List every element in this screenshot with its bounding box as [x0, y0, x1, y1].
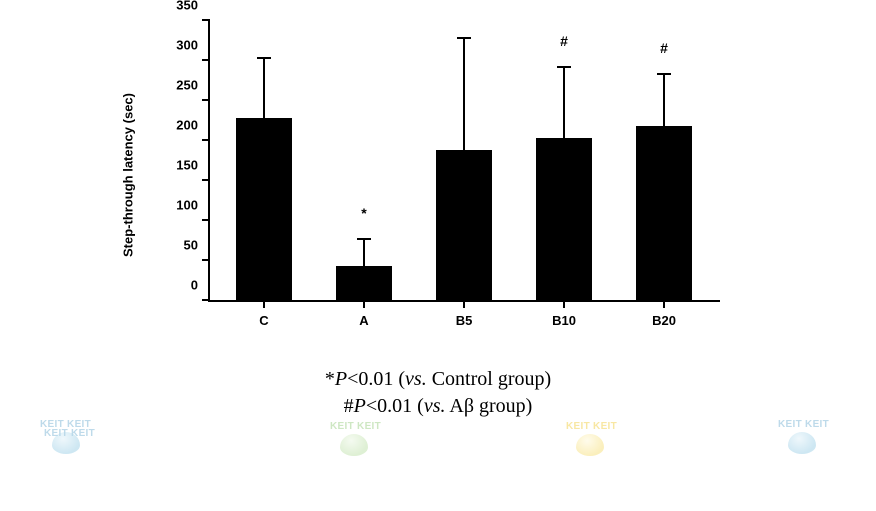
y-axis-label: Step-through latency (sec) — [121, 93, 136, 257]
caption-stat: P — [335, 368, 347, 390]
y-tick — [202, 179, 210, 181]
watermark-text: KEIT KEIT — [566, 421, 617, 432]
captions: *P<0.01 (vs. Control group) #P<0.01 (vs.… — [0, 368, 876, 418]
x-tick — [463, 300, 465, 308]
x-tick-label: B10 — [552, 313, 576, 328]
error-cap — [257, 57, 271, 59]
y-tick-label: 150 — [162, 158, 198, 173]
y-tick-label: 350 — [162, 0, 198, 13]
error-cap — [457, 37, 471, 39]
watermark-text: KEIT KEIT — [40, 419, 91, 430]
x-tick — [263, 300, 265, 308]
error-bar — [563, 67, 565, 137]
watermark-dot — [340, 434, 368, 456]
significance-marker: # — [560, 33, 568, 49]
error-cap — [357, 238, 371, 240]
watermark-text: KEIT KEIT — [330, 421, 381, 432]
x-tick — [563, 300, 565, 308]
y-tick — [202, 219, 210, 221]
x-tick-label: A — [359, 313, 368, 328]
caption-prefix: * — [325, 368, 335, 390]
watermark-row: KEIT KEIT KEIT KEIT KEIT KEIT KEIT KEIT … — [0, 416, 876, 446]
watermark-dot — [576, 434, 604, 456]
plot-area: 050100150200250300350C*AB5#B10#B20 — [208, 20, 720, 302]
caption-suffix: Aβ group) — [446, 395, 533, 417]
bar — [636, 126, 692, 300]
y-tick-label: 0 — [162, 278, 198, 293]
y-tick-label: 200 — [162, 118, 198, 133]
significance-marker: # — [660, 40, 668, 56]
bar — [436, 150, 492, 300]
error-bar — [463, 38, 465, 150]
watermark-text: KEIT KEIT — [778, 419, 829, 430]
bar — [236, 118, 292, 300]
bar — [536, 138, 592, 300]
caption-line-2: #P<0.01 (vs. Aβ group) — [0, 395, 876, 418]
caption-line-1: *P<0.01 (vs. Control group) — [0, 368, 876, 391]
y-tick — [202, 259, 210, 261]
watermark-dot — [52, 432, 80, 454]
error-bar — [263, 58, 265, 117]
caption-prefix: # — [344, 395, 354, 417]
x-tick — [663, 300, 665, 308]
caption-suffix: Control group) — [427, 368, 551, 390]
watermark-dot — [788, 432, 816, 454]
y-tick — [202, 59, 210, 61]
y-tick-label: 250 — [162, 78, 198, 93]
error-bar — [663, 74, 665, 126]
caption-cmp: <0.01 ( — [366, 395, 424, 417]
bar — [336, 266, 392, 300]
error-bar — [363, 239, 365, 266]
error-cap — [657, 73, 671, 75]
caption-cmp: <0.01 ( — [347, 368, 405, 390]
y-tick-label: 100 — [162, 198, 198, 213]
chart-container: Step-through latency (sec) 0501001502002… — [138, 10, 738, 340]
caption-vs: vs. — [424, 395, 446, 417]
caption-vs: vs. — [405, 368, 427, 390]
y-tick-label: 50 — [162, 238, 198, 253]
x-tick-label: B20 — [652, 313, 676, 328]
significance-marker: * — [361, 205, 366, 221]
x-tick-label: B5 — [456, 313, 473, 328]
y-tick — [202, 139, 210, 141]
y-tick — [202, 99, 210, 101]
y-tick — [202, 299, 210, 301]
x-tick — [363, 300, 365, 308]
error-cap — [557, 66, 571, 68]
caption-stat: P — [354, 395, 366, 417]
watermark-text: KEIT KEIT — [44, 428, 95, 439]
y-tick-label: 300 — [162, 38, 198, 53]
x-tick-label: C — [259, 313, 268, 328]
y-tick — [202, 19, 210, 21]
